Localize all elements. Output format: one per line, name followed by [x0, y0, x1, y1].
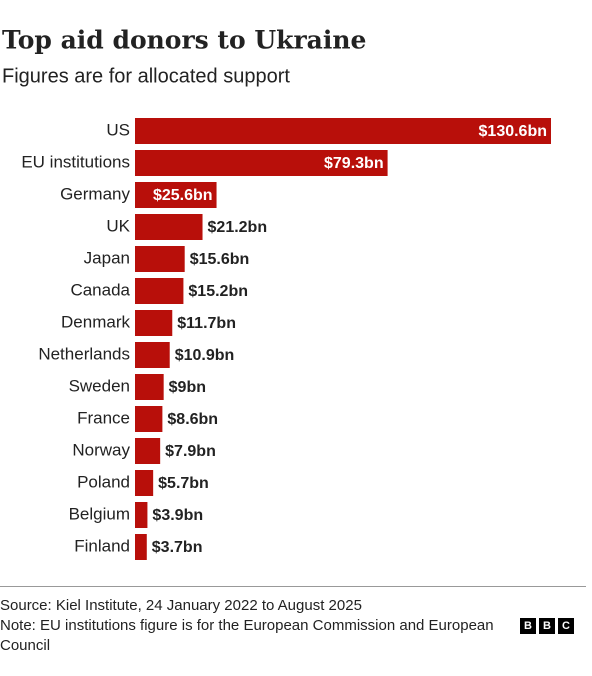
category-label: Germany [60, 184, 130, 203]
chart-subtitle: Figures are for allocated support [2, 65, 290, 87]
value-label: $3.7bn [152, 539, 203, 556]
category-label: Finland [74, 536, 130, 555]
logo: B B C [520, 618, 574, 634]
bar [135, 118, 551, 144]
category-label: Poland [77, 472, 130, 491]
value-label: $15.2bn [188, 283, 248, 300]
value-label: $79.3bn [324, 155, 384, 172]
chart-title: Top aid donors to Ukraine [2, 26, 366, 55]
bar [135, 246, 185, 272]
value-label: $8.6bn [167, 411, 218, 428]
category-label: Denmark [61, 312, 130, 331]
bar [135, 182, 217, 208]
value-label: $3.9bn [152, 507, 203, 524]
bar [135, 342, 170, 368]
category-label: EU institutions [21, 152, 130, 171]
value-label: $5.7bn [158, 475, 209, 492]
category-label: Sweden [69, 376, 130, 395]
category-label: Norway [72, 440, 130, 459]
category-label: France [77, 408, 130, 427]
category-label: Netherlands [38, 344, 130, 363]
category-label: Belgium [69, 504, 130, 523]
bar [135, 278, 184, 304]
value-label: $10.9bn [175, 347, 235, 364]
source: Source: Kiel Institute, 24 January 2022 … [0, 597, 362, 614]
category-label: US [106, 120, 130, 139]
chart: Top aid donors to Ukraine Figures are fo… [2, 26, 551, 560]
value-label: $11.7bn [177, 315, 236, 332]
bar [135, 406, 163, 432]
value-label: $25.6bn [153, 187, 213, 204]
logo-letter: B [539, 618, 555, 634]
value-label: $15.6bn [190, 251, 250, 268]
value-label: $21.2bn [208, 219, 268, 236]
bar [135, 374, 164, 400]
bar [135, 470, 154, 496]
bar [135, 502, 148, 528]
bar [135, 214, 203, 240]
category-label: UK [106, 216, 130, 235]
category-label: Canada [70, 280, 130, 299]
bar [135, 534, 147, 560]
category-label: Japan [84, 248, 130, 267]
value-label: $130.6bn [479, 123, 547, 140]
footer: Source: Kiel Institute, 24 January 2022 … [0, 586, 586, 656]
bar [135, 310, 173, 336]
bar [135, 150, 388, 176]
value-label: $9bn [169, 379, 206, 396]
bar [135, 438, 161, 464]
note: Note: EU institutions figure is for the … [0, 617, 494, 654]
logo-letter: C [558, 618, 574, 634]
logo-letter: B [520, 618, 536, 634]
value-label: $7.9bn [165, 443, 216, 460]
